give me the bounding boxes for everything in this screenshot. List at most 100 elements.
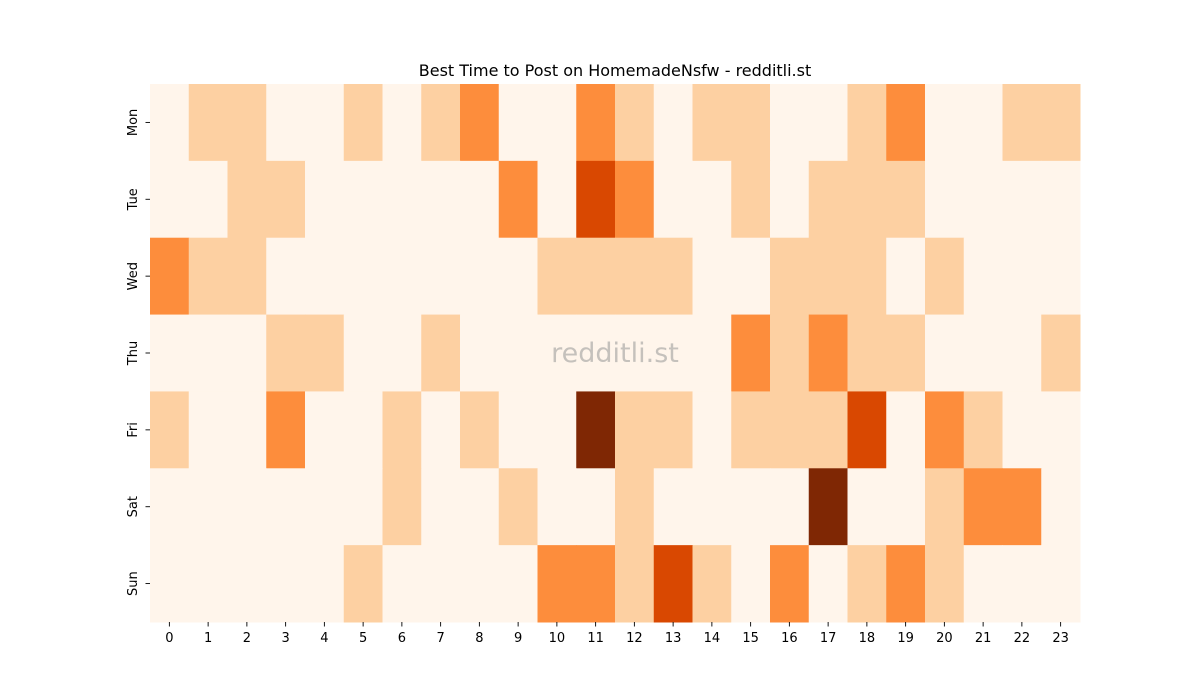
heatmap-cell-tue-21 [963, 160, 1003, 239]
x-tick-label: 14 [704, 631, 721, 646]
heatmap-cell-wed-21 [963, 237, 1003, 316]
heatmap-cell-thu-22 [1002, 314, 1042, 392]
heatmap-cell-mon-0 [150, 84, 190, 162]
heatmap-cell-wed-8 [460, 237, 500, 316]
heatmap-cells [150, 84, 1081, 623]
heatmap-cell-wed-4 [305, 237, 345, 316]
heatmap-cell-sat-19 [886, 468, 926, 546]
heatmap-cell-sun-15 [731, 545, 771, 623]
heatmap-cell-fri-12 [615, 391, 655, 469]
x-tick-label: 5 [359, 631, 367, 646]
heatmap-cell-thu-20 [925, 314, 965, 392]
heatmap-cell-thu-21 [963, 314, 1003, 392]
heatmap-cell-sun-1 [188, 545, 228, 623]
heatmap-cell-thu-10 [537, 314, 577, 392]
heatmap-cell-sun-20 [925, 545, 965, 623]
heatmap-cell-wed-14 [692, 237, 732, 316]
heatmap-cell-fri-4 [305, 391, 345, 469]
heatmap-cell-mon-17 [808, 84, 848, 162]
heatmap-cell-sun-0 [150, 545, 190, 623]
heatmap-cell-thu-12 [615, 314, 655, 392]
heatmap-cell-fri-15 [731, 391, 771, 469]
x-tick-label: 0 [165, 631, 173, 646]
heatmap-cell-tue-6 [382, 160, 422, 239]
heatmap-cell-wed-17 [808, 237, 848, 316]
heatmap-cell-fri-5 [343, 391, 383, 469]
heatmap-cell-wed-18 [847, 237, 887, 316]
heatmap-cell-wed-11 [576, 237, 616, 316]
x-tick-label: 6 [398, 631, 406, 646]
heatmap-cell-mon-14 [692, 84, 732, 162]
heatmap-cell-mon-22 [1002, 84, 1042, 162]
heatmap-cell-wed-15 [731, 237, 771, 316]
heatmap-cell-fri-6 [382, 391, 422, 469]
heatmap-cell-mon-10 [537, 84, 577, 162]
heatmap-cell-sun-22 [1002, 545, 1042, 623]
heatmap-cell-wed-22 [1002, 237, 1042, 316]
heatmap-cell-sat-16 [770, 468, 810, 546]
heatmap-cell-tue-23 [1041, 160, 1081, 239]
heatmap-cell-wed-20 [925, 237, 965, 316]
heatmap-cell-fri-10 [537, 391, 577, 469]
heatmap-cell-mon-3 [266, 84, 306, 162]
heatmap-cell-tue-10 [537, 160, 577, 239]
heatmap-cell-wed-19 [886, 237, 926, 316]
heatmap-cell-tue-0 [150, 160, 190, 239]
heatmap-cell-wed-13 [653, 237, 693, 316]
heatmap-cell-thu-7 [421, 314, 461, 392]
y-tick-label: Sat [126, 496, 141, 517]
heatmap-cell-sat-21 [963, 468, 1003, 546]
x-tick-label: 15 [742, 631, 759, 646]
x-tick-label: 19 [897, 631, 914, 646]
heatmap-cell-fri-19 [886, 391, 926, 469]
heatmap-cell-wed-7 [421, 237, 461, 316]
heatmap-cell-tue-8 [460, 160, 500, 239]
y-tick-label: Wed [126, 262, 141, 290]
heatmap-cell-mon-5 [343, 84, 383, 162]
heatmap-cell-wed-12 [615, 237, 655, 316]
heatmap-cell-thu-6 [382, 314, 422, 392]
watermark: redditli.st [551, 338, 679, 369]
heatmap-cell-thu-4 [305, 314, 345, 392]
heatmap-cell-fri-3 [266, 391, 306, 469]
heatmap-cell-sat-5 [343, 468, 383, 546]
heatmap-cell-tue-3 [266, 160, 306, 239]
heatmap-cell-mon-1 [188, 84, 228, 162]
heatmap-cell-tue-12 [615, 160, 655, 239]
x-tick-label: 4 [320, 631, 328, 646]
heatmap-cell-fri-20 [925, 391, 965, 469]
heatmap-cell-sun-17 [808, 545, 848, 623]
heatmap-cell-thu-16 [770, 314, 810, 392]
heatmap-cell-wed-16 [770, 237, 810, 316]
heatmap-cell-sun-9 [498, 545, 538, 623]
heatmap-cell-sun-2 [227, 545, 267, 623]
heatmap-cell-mon-12 [615, 84, 655, 162]
x-axis-ticks: 0 1 2 3 4 5 6 7 8 9 10 11 12 13 14 15 16 17 18 19 20 21 22 23 [165, 622, 1069, 646]
heatmap-cell-sat-18 [847, 468, 887, 546]
x-tick-label: 11 [587, 631, 604, 646]
heatmap-cell-sat-0 [150, 468, 190, 546]
heatmap-cell-sat-3 [266, 468, 306, 546]
heatmap-cell-thu-15 [731, 314, 771, 392]
y-tick-label: Sun [126, 571, 141, 596]
heatmap-cell-sun-18 [847, 545, 887, 623]
heatmap-cell-thu-9 [498, 314, 538, 392]
heatmap-cell-sun-6 [382, 545, 422, 623]
heatmap-cell-mon-9 [498, 84, 538, 162]
x-tick-label: 20 [936, 631, 953, 646]
heatmap-cell-fri-0 [150, 391, 190, 469]
heatmap-cell-mon-18 [847, 84, 887, 162]
heatmap-cell-sat-14 [692, 468, 732, 546]
heatmap-cell-fri-1 [188, 391, 228, 469]
heatmap-cell-mon-13 [653, 84, 693, 162]
x-tick-label: 3 [281, 631, 289, 646]
heatmap-cell-fri-14 [692, 391, 732, 469]
x-tick-label: 18 [859, 631, 876, 646]
heatmap-cell-sat-1 [188, 468, 228, 546]
heatmap-cell-tue-15 [731, 160, 771, 239]
heatmap-cell-fri-22 [1002, 391, 1042, 469]
heatmap-cell-sun-5 [343, 545, 383, 623]
heatmap-cell-wed-6 [382, 237, 422, 316]
x-tick-label: 12 [626, 631, 643, 646]
y-tick-label: Tue [126, 188, 141, 211]
